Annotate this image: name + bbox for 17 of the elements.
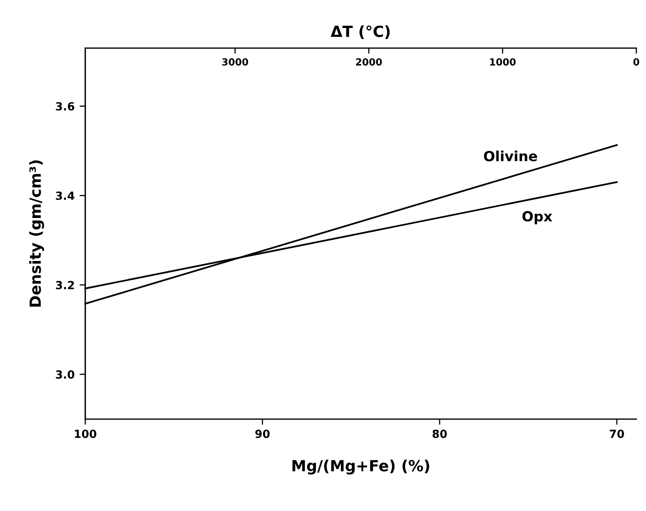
- x-tick-label: 90: [255, 430, 270, 438]
- y-tick-label: 3.0: [56, 370, 74, 379]
- x2-tick-label: 2000: [356, 58, 382, 66]
- x-tick-label: 80: [432, 430, 447, 438]
- series-label: Opx: [522, 211, 552, 224]
- x2-axis-title: ΔT (°C): [330, 25, 390, 39]
- series-label: Olivine: [484, 150, 538, 162]
- x2-tick-label: 1000: [490, 58, 516, 66]
- x-axis-title: Mg/(Mg+Fe) (%): [292, 460, 430, 475]
- x2-tick-label: 3000: [222, 58, 248, 66]
- x-tick-label: 70: [610, 430, 624, 438]
- y-axis-title: Density (gm/cm³): [29, 160, 44, 307]
- y-tick-label: 3.6: [56, 102, 74, 111]
- x-tick-label: 100: [74, 430, 96, 438]
- y-tick-label: 3.2: [56, 280, 74, 290]
- y-tick-label: 3.4: [56, 192, 74, 200]
- x2-tick-label: 0: [633, 58, 640, 66]
